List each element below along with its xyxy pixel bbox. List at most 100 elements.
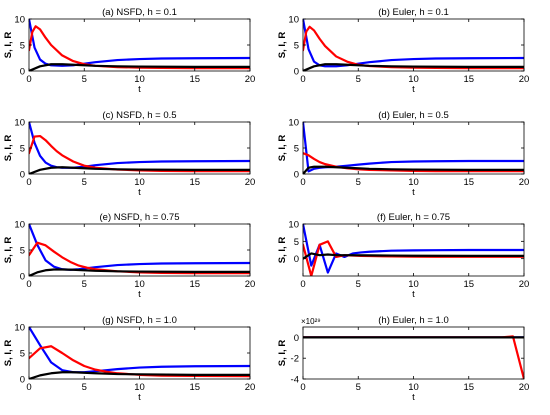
x-tick-label: 15 bbox=[463, 279, 474, 290]
series-line-0 bbox=[29, 224, 250, 271]
series-group bbox=[303, 19, 524, 71]
x-tick-label: 10 bbox=[408, 279, 419, 290]
x-axis-label: t bbox=[412, 84, 415, 95]
panel-title: (f) Euler, h = 0.75 bbox=[377, 212, 450, 223]
x-tick-label: 10 bbox=[408, 74, 419, 85]
y-exponent-label: ×10²⁹ bbox=[301, 317, 321, 326]
x-tick-label: 10 bbox=[408, 382, 419, 393]
x-axis-label: t bbox=[138, 392, 141, 403]
x-tick-label: 10 bbox=[134, 382, 145, 393]
panel-title: (d) Euler, h = 0.5 bbox=[378, 110, 449, 121]
x-tick-label: 0 bbox=[300, 382, 305, 393]
series-group bbox=[29, 327, 250, 379]
x-tick-label: 20 bbox=[519, 382, 530, 393]
x-axis-label: t bbox=[412, 289, 415, 300]
y-tick-label: 10 bbox=[288, 15, 299, 26]
y-tick-label: 0 bbox=[20, 67, 25, 78]
panel-title: (c) NSFD, h = 0.5 bbox=[102, 110, 176, 121]
y-tick-label: -4 bbox=[291, 375, 299, 386]
y-tick-label: 0 bbox=[20, 375, 25, 386]
panel-title: (a) NSFD, h = 0.1 bbox=[102, 7, 177, 18]
x-tick-label: 5 bbox=[356, 74, 361, 85]
x-tick-label: 15 bbox=[463, 177, 474, 188]
y-tick-label: 5 bbox=[20, 349, 25, 360]
series-line-1 bbox=[29, 241, 250, 275]
y-tick-label: 5 bbox=[20, 41, 25, 52]
x-tick-label: 20 bbox=[519, 177, 530, 188]
panel-4: 0 5 10 15 20 0 5 10 (e) NSFD, h = 0.75 t S, I, R bbox=[3, 212, 255, 300]
x-tick-label: 5 bbox=[356, 382, 361, 393]
y-axis-label: S, I, R bbox=[277, 135, 288, 162]
y-axis-label: S, I, R bbox=[3, 32, 14, 59]
series-line-2 bbox=[303, 165, 524, 174]
series-line-0 bbox=[29, 19, 250, 67]
series-line-0 bbox=[303, 224, 524, 274]
y-tick-label: 10 bbox=[288, 118, 299, 129]
panel-2: 0 5 10 15 20 0 5 10 (c) NSFD, h = 0.5 t S, I, R bbox=[3, 110, 255, 198]
series-line-0 bbox=[29, 122, 250, 169]
x-tick-label: 15 bbox=[463, 74, 474, 85]
x-axis-label: t bbox=[138, 84, 141, 95]
x-tick-label: 5 bbox=[82, 74, 87, 85]
x-tick-label: 15 bbox=[189, 177, 200, 188]
x-tick-label: 5 bbox=[82, 382, 87, 393]
x-tick-label: 20 bbox=[245, 74, 256, 85]
axes-box bbox=[302, 326, 525, 380]
y-axis-label: S, I, R bbox=[277, 340, 288, 367]
panel-1: 0 5 10 15 20 0 5 10 (b) Euler, h = 0.1 t S, I, R bbox=[277, 7, 529, 95]
panel-7: 0 5 10 15 20 -4 -2 0 (h) Euler, h = 1.0 t S, I, R ×… bbox=[277, 315, 529, 403]
series-group bbox=[29, 224, 250, 276]
y-tick-label: 0 bbox=[20, 272, 25, 283]
x-axis-label: t bbox=[412, 392, 415, 403]
x-tick-label: 5 bbox=[356, 279, 361, 290]
y-tick-label: 5 bbox=[294, 237, 299, 248]
series-line-2 bbox=[29, 268, 250, 276]
panel-5: 0 5 10 15 20 0 5 10 (f) Euler, h = 0.75 t S, I, R bbox=[277, 212, 529, 300]
x-tick-label: 0 bbox=[26, 382, 31, 393]
x-axis-label: t bbox=[412, 187, 415, 198]
series-line-1 bbox=[29, 25, 250, 70]
y-tick-label: 5 bbox=[294, 41, 299, 52]
series-line-2 bbox=[303, 252, 524, 260]
y-tick-label: 0 bbox=[20, 170, 25, 181]
series-line-0 bbox=[303, 122, 524, 173]
series-line-1 bbox=[29, 134, 250, 173]
x-tick-label: 10 bbox=[134, 74, 145, 85]
x-tick-label: 10 bbox=[134, 279, 145, 290]
panel-title: (g) NSFD, h = 1.0 bbox=[102, 315, 177, 326]
x-tick-label: 15 bbox=[463, 382, 474, 393]
panel-0: 0 5 10 15 20 0 5 10 (a) NSFD, h = 0.1 t S, I, R bbox=[3, 7, 255, 95]
x-axis-label: t bbox=[138, 289, 141, 300]
series-group bbox=[303, 335, 524, 379]
y-tick-label: 10 bbox=[288, 220, 299, 231]
y-axis-label: S, I, R bbox=[277, 237, 288, 264]
x-tick-label: 0 bbox=[26, 279, 31, 290]
series-line-2 bbox=[29, 371, 250, 379]
x-tick-label: 0 bbox=[300, 279, 305, 290]
y-tick-label: 10 bbox=[14, 323, 25, 334]
x-tick-label: 0 bbox=[26, 74, 31, 85]
y-tick-label: 10 bbox=[14, 118, 25, 129]
x-tick-label: 20 bbox=[519, 74, 530, 85]
series-group bbox=[29, 122, 250, 174]
x-tick-label: 0 bbox=[300, 177, 305, 188]
y-tick-label: 0 bbox=[294, 170, 299, 181]
x-tick-label: 20 bbox=[245, 177, 256, 188]
series-line-1 bbox=[303, 240, 524, 276]
x-tick-label: 15 bbox=[189, 74, 200, 85]
x-tick-label: 5 bbox=[356, 177, 361, 188]
panel-3: 0 5 10 15 20 0 5 10 (d) Euler, h = 0.5 t S, I, R bbox=[277, 110, 529, 198]
series-line-2 bbox=[29, 166, 250, 174]
x-tick-label: 15 bbox=[189, 382, 200, 393]
x-tick-label: 20 bbox=[245, 382, 256, 393]
series-line-1 bbox=[303, 335, 524, 379]
y-tick-label: 5 bbox=[294, 144, 299, 155]
series-group bbox=[29, 19, 250, 71]
series-group bbox=[303, 224, 524, 276]
series-line-2 bbox=[29, 63, 250, 71]
x-tick-label: 10 bbox=[134, 177, 145, 188]
panel-title: (h) Euler, h = 1.0 bbox=[378, 315, 449, 326]
x-tick-label: 5 bbox=[82, 279, 87, 290]
y-axis-label: S, I, R bbox=[3, 237, 14, 264]
